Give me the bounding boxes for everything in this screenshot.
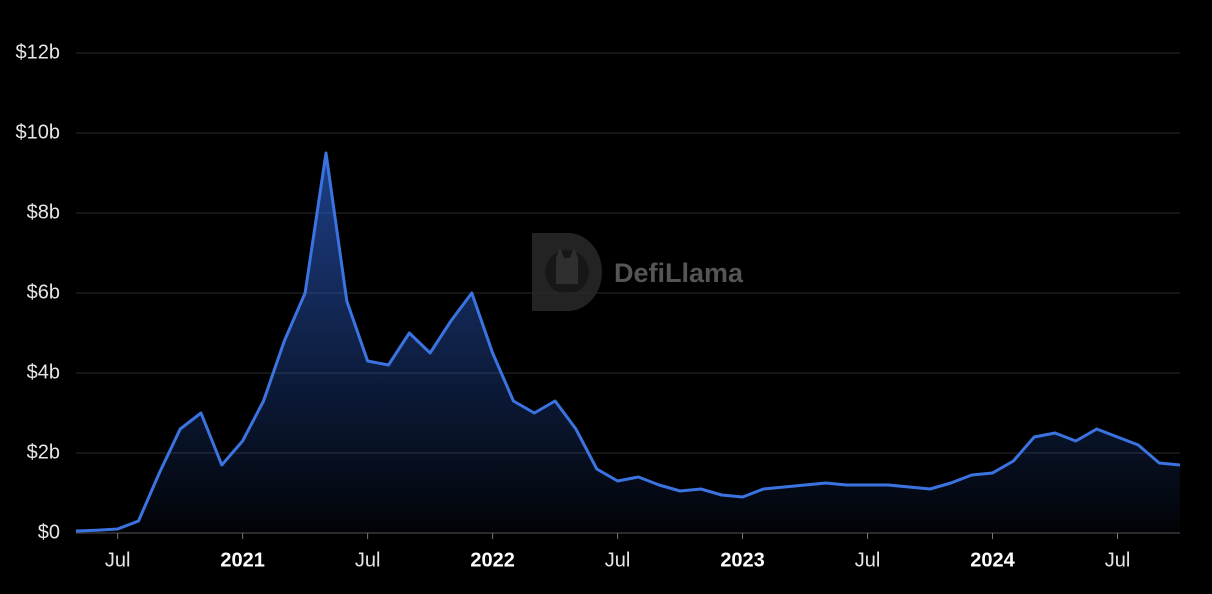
line bbox=[75, 151, 1181, 533]
x-tick-label: Jul bbox=[605, 549, 631, 571]
x-tick-label: 2024 bbox=[970, 549, 1015, 571]
area bbox=[76, 153, 1180, 533]
x-tick-label: Jul bbox=[355, 549, 381, 571]
watermark-logo bbox=[532, 233, 602, 311]
y-tick-label: $0 bbox=[38, 521, 60, 543]
y-tick-label: $6b bbox=[27, 281, 60, 303]
watermark: DefiLlama bbox=[614, 258, 744, 288]
x-tick-label: Jul bbox=[855, 549, 881, 571]
x-tick-label: Jul bbox=[1105, 549, 1131, 571]
x-tick-label: Jul bbox=[105, 549, 131, 571]
x-tick-label: 2021 bbox=[220, 549, 265, 571]
y-tick-label: $12b bbox=[16, 41, 61, 63]
y-tick-label: $8b bbox=[27, 201, 60, 223]
x-tick-label: 2023 bbox=[720, 549, 765, 571]
y-tick-label: $2b bbox=[27, 441, 60, 463]
y-tick-label: $10b bbox=[16, 121, 61, 143]
y-tick-label: $4b bbox=[27, 361, 60, 383]
x-tick-label: 2022 bbox=[470, 549, 515, 571]
